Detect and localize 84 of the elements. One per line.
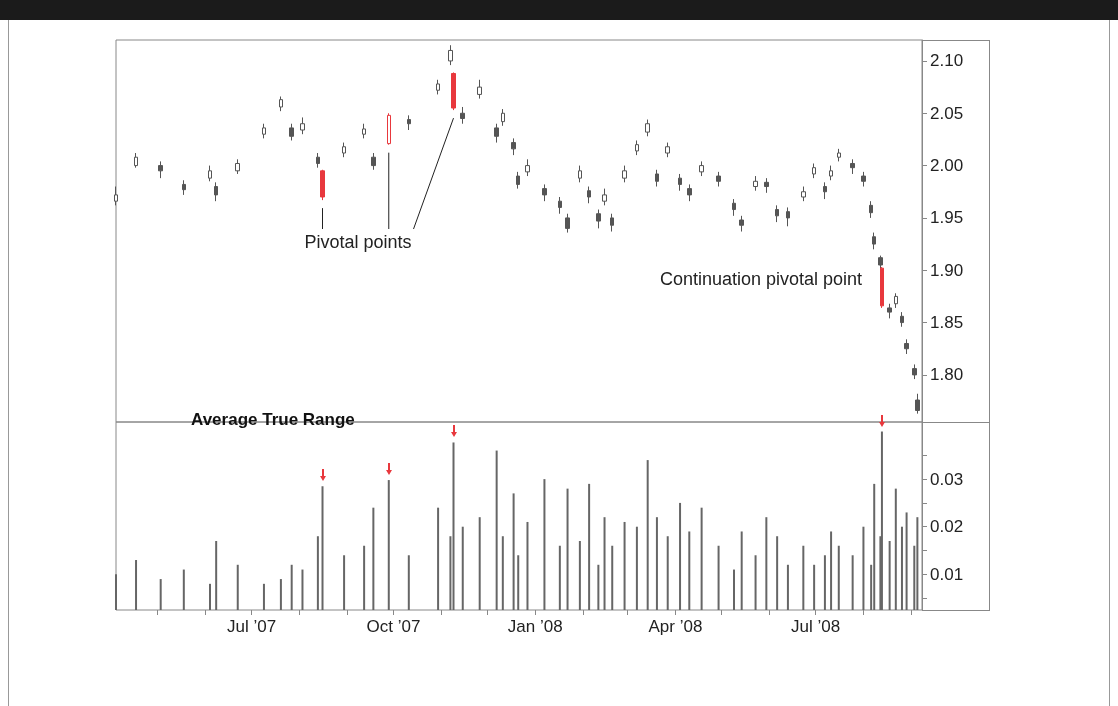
candlestick	[289, 123, 294, 141]
candlestick	[320, 169, 325, 201]
candlestick	[635, 139, 639, 156]
y-tick-label: 2.00	[930, 156, 964, 176]
candlestick	[699, 160, 704, 177]
candlestick	[460, 106, 465, 125]
candlestick	[801, 186, 806, 202]
candlestick	[912, 363, 917, 380]
candlestick	[316, 152, 320, 169]
candlestick	[812, 163, 816, 179]
candlestick	[516, 171, 520, 190]
x-tick-label: Jan ’08	[507, 617, 563, 636]
candlestick	[542, 183, 547, 202]
candlestick	[850, 158, 855, 175]
candlestick	[448, 44, 453, 66]
candlestick	[900, 311, 904, 328]
candlestick	[114, 186, 118, 206]
candlestick	[602, 188, 607, 206]
candlestick	[494, 123, 499, 144]
candlestick	[371, 152, 376, 171]
candlestick	[214, 181, 218, 202]
candlestick	[687, 183, 692, 202]
candlestick	[436, 79, 440, 95]
candlestick	[904, 338, 909, 355]
candlestick	[558, 196, 562, 215]
y-tick-label: 1.95	[930, 208, 964, 228]
candlestick	[764, 177, 769, 194]
candlestick	[501, 108, 505, 127]
y-tick-label: 2.10	[930, 51, 964, 71]
candlestick	[732, 198, 736, 217]
x-tick-label: Jul ’08	[791, 617, 841, 636]
candlestick	[565, 213, 570, 234]
candlestick	[887, 303, 892, 319]
candlestick	[872, 232, 876, 250]
candlestick	[208, 165, 212, 182]
candlestick	[362, 123, 366, 139]
candlestick	[587, 186, 591, 204]
candlestick	[300, 116, 305, 135]
candlestick	[525, 158, 530, 177]
candlestick	[645, 119, 650, 137]
candlestick	[837, 148, 841, 162]
candlestick	[915, 393, 920, 415]
y-tick-label: 0.03	[930, 469, 964, 489]
x-tick-label: Jul ’07	[227, 617, 277, 636]
y-tick-label: 1.90	[930, 260, 964, 280]
candlestick	[262, 123, 266, 139]
y-tick-label: 0.02	[930, 517, 964, 537]
candlestick	[158, 160, 163, 179]
y-tick-label: 0.01	[930, 564, 964, 584]
candlestick	[678, 173, 682, 192]
candlestick	[869, 200, 873, 219]
y-tick-label: 1.80	[930, 365, 964, 385]
candlestick	[511, 137, 516, 156]
candlestick	[861, 171, 866, 188]
candlestick	[665, 142, 670, 158]
x-tick-label: Oct ’07	[366, 617, 421, 636]
candlestick	[451, 71, 456, 111]
candlestick	[610, 213, 614, 233]
candlestick	[894, 292, 898, 309]
candlestick	[477, 79, 482, 100]
candlestick	[716, 171, 721, 188]
candlestick	[753, 175, 758, 192]
y-tick-label: 1.85	[930, 313, 964, 333]
candlestick	[182, 179, 186, 196]
candlestick	[622, 165, 627, 183]
candlestick	[235, 158, 240, 175]
annotation: Pivotal points	[304, 232, 412, 252]
candlestick	[387, 112, 391, 146]
candlestick	[134, 152, 138, 169]
candlestick	[655, 169, 659, 188]
candlestick	[279, 96, 283, 112]
candlestick	[829, 165, 833, 181]
candlestick	[786, 206, 790, 227]
candlestick	[578, 165, 582, 183]
candlestick	[823, 181, 827, 200]
chart-title: Average True Range	[191, 410, 355, 429]
candlestick	[596, 209, 601, 229]
candlestick	[407, 114, 411, 131]
x-tick-label: Apr ’08	[648, 617, 703, 636]
candlestick	[342, 142, 346, 158]
candlestick	[739, 215, 744, 233]
annotation: Continuation pivotal point	[659, 269, 863, 289]
y-tick-label: 2.05	[930, 103, 964, 123]
candlestick	[775, 204, 779, 223]
